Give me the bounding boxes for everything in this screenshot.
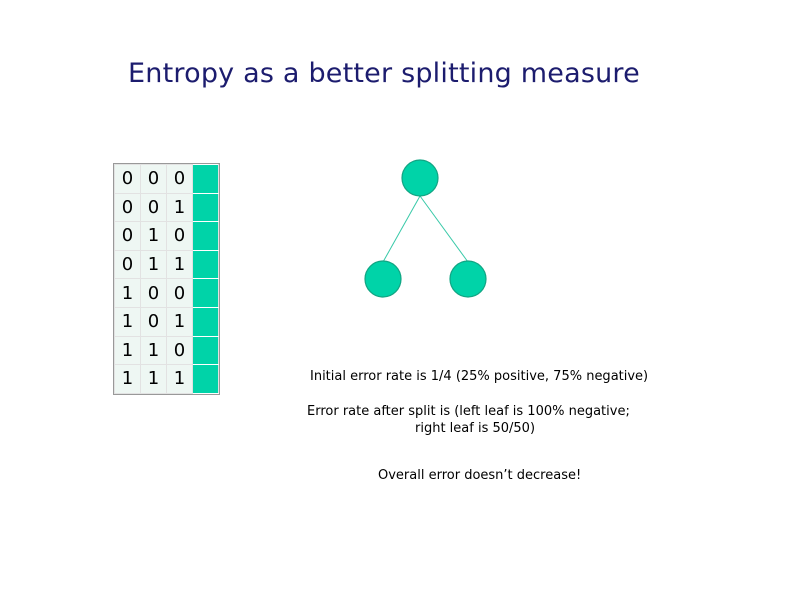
table-cell: 0 [114,192,141,223]
table-cell: 0 [166,335,193,366]
label-cell [192,221,219,251]
table-cell: 0 [114,249,141,280]
table-cell: 1 [140,335,167,366]
label-cell [192,278,219,308]
label-cell [192,335,219,366]
table-cell: 1 [114,306,141,337]
label-cell [192,364,219,394]
after-split-text-line2: right leaf is 50/50) [415,421,536,436]
tree-edge-right [419,195,469,263]
label-cell [192,306,219,337]
label-cell [192,249,219,280]
label-cell [192,164,219,194]
table-cell: 0 [140,164,167,194]
table-cell: 0 [114,164,141,194]
initial-error-text: Initial error rate is 1/4 (25% positive,… [310,369,649,384]
tree-edge-left [382,195,421,263]
table-cell: 1 [114,364,141,394]
table-cell: 0 [140,306,167,337]
table-cell: 1 [140,221,167,251]
slide-title: Entropy as a better splitting measure [128,58,640,89]
table-cell: 1 [166,306,193,337]
table-cell: 1 [114,335,141,366]
table-cell: 1 [166,249,193,280]
table-cell: 0 [166,221,193,251]
after-split-text-line1: Error rate after split is (left leaf is … [307,404,630,419]
table-cell: 1 [166,192,193,223]
tree-left-leaf [364,260,402,298]
table-cell: 1 [140,249,167,280]
table-cell: 0 [140,278,167,308]
tree-root-node [401,159,439,197]
table-cell: 1 [114,278,141,308]
table-cell: 0 [114,221,141,251]
overall-conclusion-text: Overall error doesn’t decrease! [378,468,582,483]
table-cell: 1 [140,364,167,394]
tree-right-leaf [449,260,487,298]
